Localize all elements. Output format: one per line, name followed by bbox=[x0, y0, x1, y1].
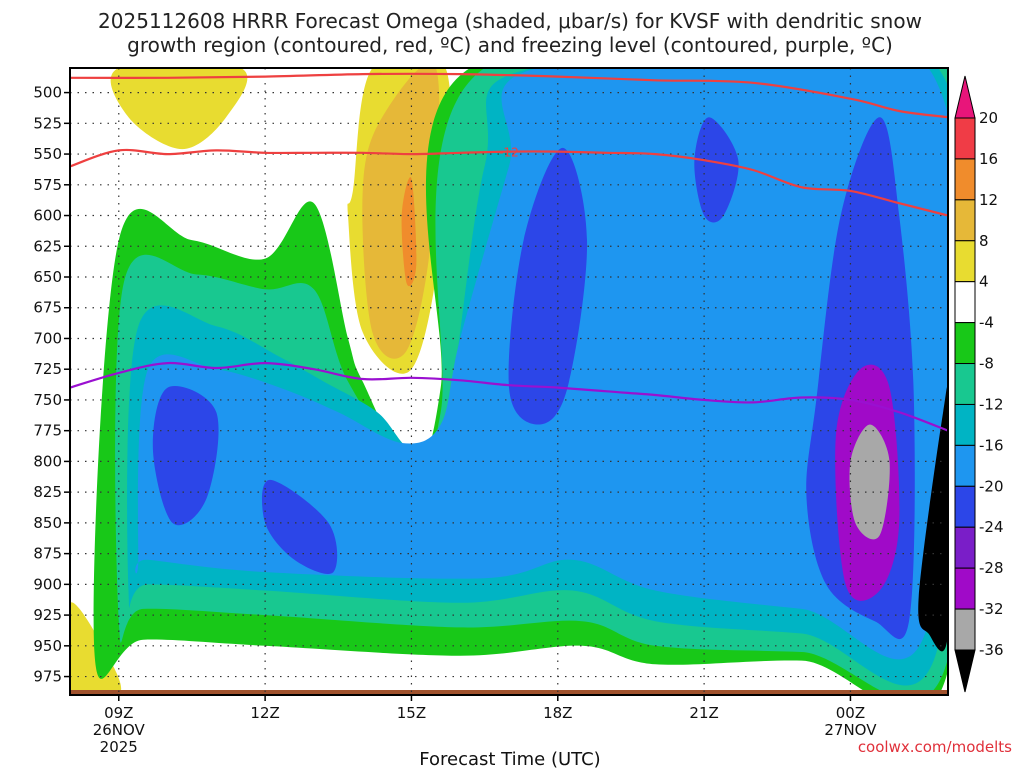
omega-region-9 bbox=[508, 147, 588, 425]
omega-region-4 bbox=[401, 177, 417, 287]
plot-frame bbox=[69, 67, 949, 696]
y-tick-label: 800 bbox=[33, 452, 62, 470]
x-tick-date: 26NOV bbox=[93, 721, 146, 739]
colorbar-label: -24 bbox=[979, 518, 1004, 536]
colorbar-label: 8 bbox=[979, 232, 989, 250]
y-tick-label: 725 bbox=[33, 360, 62, 378]
omega-region-16 bbox=[918, 386, 948, 652]
colorbar-segment bbox=[954, 526, 976, 569]
colorbar-segment bbox=[954, 158, 976, 201]
y-tick-label: 900 bbox=[33, 575, 62, 593]
colorbar-label: -16 bbox=[979, 436, 1004, 454]
y-axis: 500 525 550 575 600 625 650 675 700 725 750 775 800 8… bbox=[33, 84, 70, 686]
chart-title-line2: growth region (contoured, red, ºC) and f… bbox=[127, 33, 893, 57]
colorbar-segment bbox=[954, 322, 976, 365]
y-tick-label: 600 bbox=[33, 207, 62, 225]
omega-region-12 bbox=[261, 479, 338, 574]
omega-region-11 bbox=[152, 386, 219, 526]
x-tick-label: 15Z bbox=[397, 704, 426, 722]
y-tick-label: 975 bbox=[33, 668, 62, 686]
colorbar-top-arrow bbox=[954, 75, 976, 119]
colorbar-bottom-arrow bbox=[954, 649, 976, 693]
omega-region-10 bbox=[694, 117, 739, 223]
x-tick-label: 09Z bbox=[104, 704, 133, 722]
y-tick-label: 875 bbox=[33, 545, 62, 563]
dendritic-contour-line-1 bbox=[70, 148, 948, 217]
y-tick-label: 825 bbox=[33, 483, 62, 501]
y-tick-label: 675 bbox=[33, 299, 62, 317]
colorbar-segment bbox=[954, 608, 976, 651]
omega-shading bbox=[70, 68, 948, 695]
colorbar-label: -20 bbox=[979, 477, 1004, 495]
colorbar: 20 16 12 8 4 -4 -8 -12 -16 -20 -24 -28 -32 -36 bbox=[954, 75, 1004, 693]
y-tick-label: 500 bbox=[33, 84, 62, 102]
colorbar-label: -4 bbox=[979, 314, 994, 332]
omega-region-3 bbox=[362, 68, 440, 359]
freezing-level-line bbox=[70, 361, 948, 432]
x-tick-label: 18Z bbox=[543, 704, 572, 722]
colorbar-label: -8 bbox=[979, 355, 994, 373]
colorbar-segment bbox=[954, 444, 976, 487]
x-tick-label: 21Z bbox=[689, 704, 718, 722]
contour-lines: -12 bbox=[70, 72, 948, 432]
terrain-strip bbox=[70, 690, 948, 695]
colorbar-segment bbox=[954, 281, 976, 324]
y-tick-label: 650 bbox=[33, 268, 62, 286]
y-tick-label: 950 bbox=[33, 637, 62, 655]
colorbar-segment bbox=[954, 240, 976, 283]
y-tick-label: 850 bbox=[33, 514, 62, 532]
colorbar-label: -12 bbox=[979, 395, 1004, 413]
colorbar-segment bbox=[954, 117, 976, 160]
colorbar-label: -36 bbox=[979, 641, 1004, 659]
x-axis-label: Forecast Time (UTC) bbox=[419, 749, 600, 768]
colorbar-segment bbox=[954, 403, 976, 446]
y-tick-label: 925 bbox=[33, 606, 62, 624]
colorbar-label: 16 bbox=[979, 150, 998, 168]
colorbar-segment bbox=[954, 485, 976, 528]
x-tick-date: 27NOV bbox=[824, 721, 877, 739]
x-tick-label: 12Z bbox=[250, 704, 279, 722]
colorbar-segment bbox=[954, 363, 976, 405]
x-tick-year: 2025 bbox=[100, 738, 138, 756]
y-tick-label: 750 bbox=[33, 391, 62, 409]
colorbar-segment bbox=[954, 567, 976, 610]
dendritic-contour-label: -12 bbox=[499, 146, 519, 160]
chart-title-line1: 2025112608 HRRR Forecast Omega (shaded, … bbox=[98, 9, 922, 33]
omega-region-15 bbox=[849, 424, 890, 540]
x-tick-label: 00Z bbox=[836, 704, 865, 722]
colorbar-label: -28 bbox=[979, 559, 1004, 577]
y-tick-label: 525 bbox=[33, 114, 62, 132]
colorbar-segment bbox=[954, 199, 976, 242]
colorbar-label: 20 bbox=[979, 109, 998, 127]
y-tick-label: 775 bbox=[33, 422, 62, 440]
source-credit[interactable]: coolwx.com/modelts bbox=[858, 738, 1012, 756]
dendritic-contour-line-0 bbox=[70, 72, 948, 119]
y-tick-label: 575 bbox=[33, 176, 62, 194]
y-tick-label: 700 bbox=[33, 329, 62, 347]
omega-region-0 bbox=[110, 68, 248, 150]
colorbar-label: 12 bbox=[979, 191, 998, 209]
colorbar-label: -32 bbox=[979, 600, 1004, 618]
colorbar-label: 4 bbox=[979, 273, 989, 291]
y-tick-label: 550 bbox=[33, 145, 62, 163]
y-tick-label: 625 bbox=[33, 237, 62, 255]
